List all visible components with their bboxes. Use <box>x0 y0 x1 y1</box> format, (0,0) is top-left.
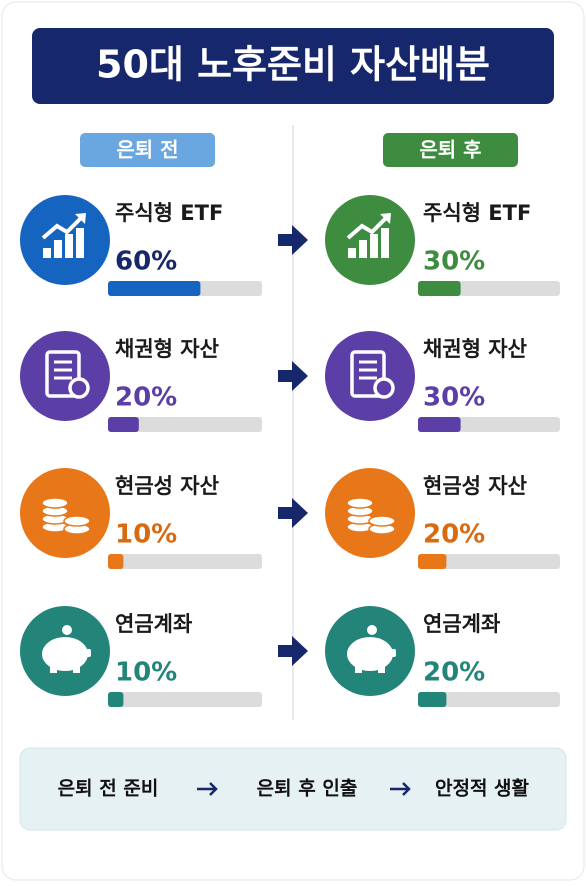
bar <box>418 417 461 432</box>
bar <box>418 554 447 569</box>
icon-glyph <box>75 213 86 224</box>
bar-track <box>418 692 560 707</box>
icon-glyph <box>367 625 377 635</box>
arrow <box>278 498 308 528</box>
item-value: 30% <box>423 247 485 277</box>
arrow <box>278 225 308 255</box>
item-name: 연금계좌 <box>115 612 193 636</box>
bar <box>418 692 447 707</box>
flow-arrow <box>197 782 218 796</box>
flow-arrow <box>390 782 411 796</box>
flow-step: 은퇴 후 인출 <box>257 778 358 800</box>
bar-track <box>108 692 262 707</box>
icon-glyph <box>83 649 91 657</box>
bar <box>108 554 124 569</box>
item-name: 주식형 ETF <box>423 201 531 225</box>
icon-glyph <box>346 497 374 509</box>
icon-glyph <box>388 649 396 657</box>
icon-glyph <box>50 663 57 673</box>
item-value: 10% <box>115 520 177 550</box>
item-name: 현금성 자산 <box>423 474 527 498</box>
icon-glyph <box>380 213 391 224</box>
flow-step: 안정적 생활 <box>435 778 530 800</box>
icon-glyph <box>347 637 393 671</box>
bar-track <box>108 417 262 432</box>
icon-glyph <box>73 663 80 673</box>
icon-glyph <box>41 497 69 509</box>
bar <box>108 692 124 707</box>
item-value: 20% <box>423 658 485 688</box>
icon-glyph <box>63 515 91 527</box>
title-banner <box>32 28 554 104</box>
icon-glyph <box>42 637 88 671</box>
icon-glyph <box>62 625 72 635</box>
column-header: 은퇴 후 <box>419 138 481 162</box>
arrow <box>278 361 308 391</box>
icon-glyph <box>381 228 389 258</box>
item-name: 현금성 자산 <box>115 474 219 498</box>
bar <box>418 281 461 296</box>
icon-glyph <box>45 350 81 398</box>
bar <box>108 417 139 432</box>
bar-track <box>418 554 560 569</box>
icon-glyph <box>68 377 90 399</box>
title: 50대 노후준비 자산배분 <box>96 43 490 87</box>
item-value: 20% <box>115 383 177 413</box>
column-header-pill <box>80 133 215 167</box>
column-header: 은퇴 전 <box>116 138 178 162</box>
flow-box <box>19 747 567 831</box>
icon-glyph <box>41 214 85 240</box>
icon-glyph <box>373 377 395 399</box>
icon-circle <box>325 331 415 421</box>
item-value: 30% <box>423 383 485 413</box>
item-value: 60% <box>115 247 177 277</box>
icon-glyph <box>350 350 386 398</box>
icon-glyph <box>43 248 51 258</box>
icon-glyph <box>368 515 396 527</box>
icon-glyph <box>65 234 73 258</box>
icon-glyph <box>346 214 390 240</box>
flow-step: 은퇴 전 준비 <box>58 778 159 800</box>
bar <box>108 281 201 296</box>
icon-glyph <box>54 240 62 258</box>
item-name: 주식형 ETF <box>115 201 223 225</box>
column-header-pill <box>383 133 518 167</box>
icon-glyph <box>378 663 385 673</box>
icon-circle <box>20 331 110 421</box>
item-name: 채권형 자산 <box>115 337 219 361</box>
bar-track <box>108 554 262 569</box>
icon-glyph <box>359 240 367 258</box>
icon-glyph <box>348 248 356 258</box>
arrow <box>278 636 308 666</box>
item-value: 10% <box>115 658 177 688</box>
item-name: 채권형 자산 <box>423 337 527 361</box>
item-value: 20% <box>423 520 485 550</box>
icon-glyph <box>370 234 378 258</box>
icon-glyph <box>76 228 84 258</box>
item-name: 연금계좌 <box>423 612 501 636</box>
icon-glyph <box>355 663 362 673</box>
